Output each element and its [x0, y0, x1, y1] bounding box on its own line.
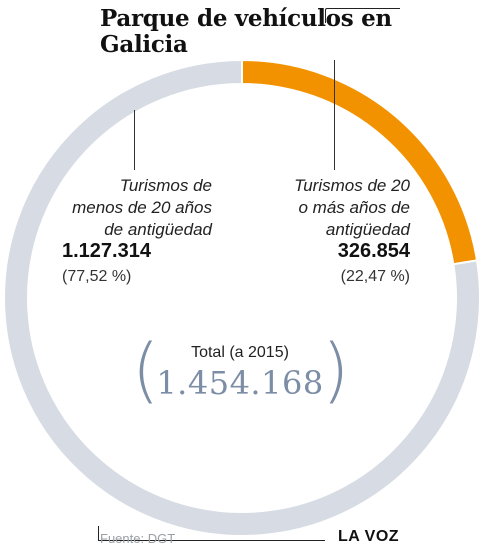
total-value: 1.454.168: [156, 364, 324, 402]
right-leader-line: [334, 60, 335, 170]
left-label-line-2: menos de 20 años: [72, 198, 212, 217]
total-label: Total (a 2015): [191, 344, 289, 361]
left-leader-line: [134, 110, 135, 170]
right-segment-value: 326.854: [337, 240, 410, 262]
left-label-line-1: Turismos de: [119, 176, 212, 195]
right-label-line-2: o más años de: [298, 198, 410, 217]
chart-title: Parque de vehículos en Galicia: [100, 6, 480, 58]
brand-logo-text: LA VOZ: [338, 528, 400, 545]
left-segment-value: 1.127.314: [62, 240, 151, 262]
left-segment-label: Turismos de menos de 20 años de antigüed…: [62, 175, 212, 241]
title-line-1: Parque de vehículos en Galicia: [100, 5, 392, 58]
segment-under-20: [3, 58, 480, 537]
right-label-line-1: Turismos de 20: [294, 176, 410, 195]
total-right-paren: ): [322, 329, 350, 411]
total-left-paren: (: [132, 329, 160, 411]
right-segment-label: Turismos de 20 o más años de antigüedad: [250, 175, 410, 241]
left-label-line-3: de antigüedad: [104, 220, 212, 239]
right-segment-percent: (22,47 %): [340, 268, 410, 285]
left-segment-percent: (77,52 %): [62, 268, 132, 285]
right-label-line-3: antigüedad: [325, 220, 410, 239]
title-decor-rule: [325, 8, 400, 23]
source-text: Fuente: DGT: [100, 531, 176, 546]
source-decor-rule: [98, 526, 325, 541]
